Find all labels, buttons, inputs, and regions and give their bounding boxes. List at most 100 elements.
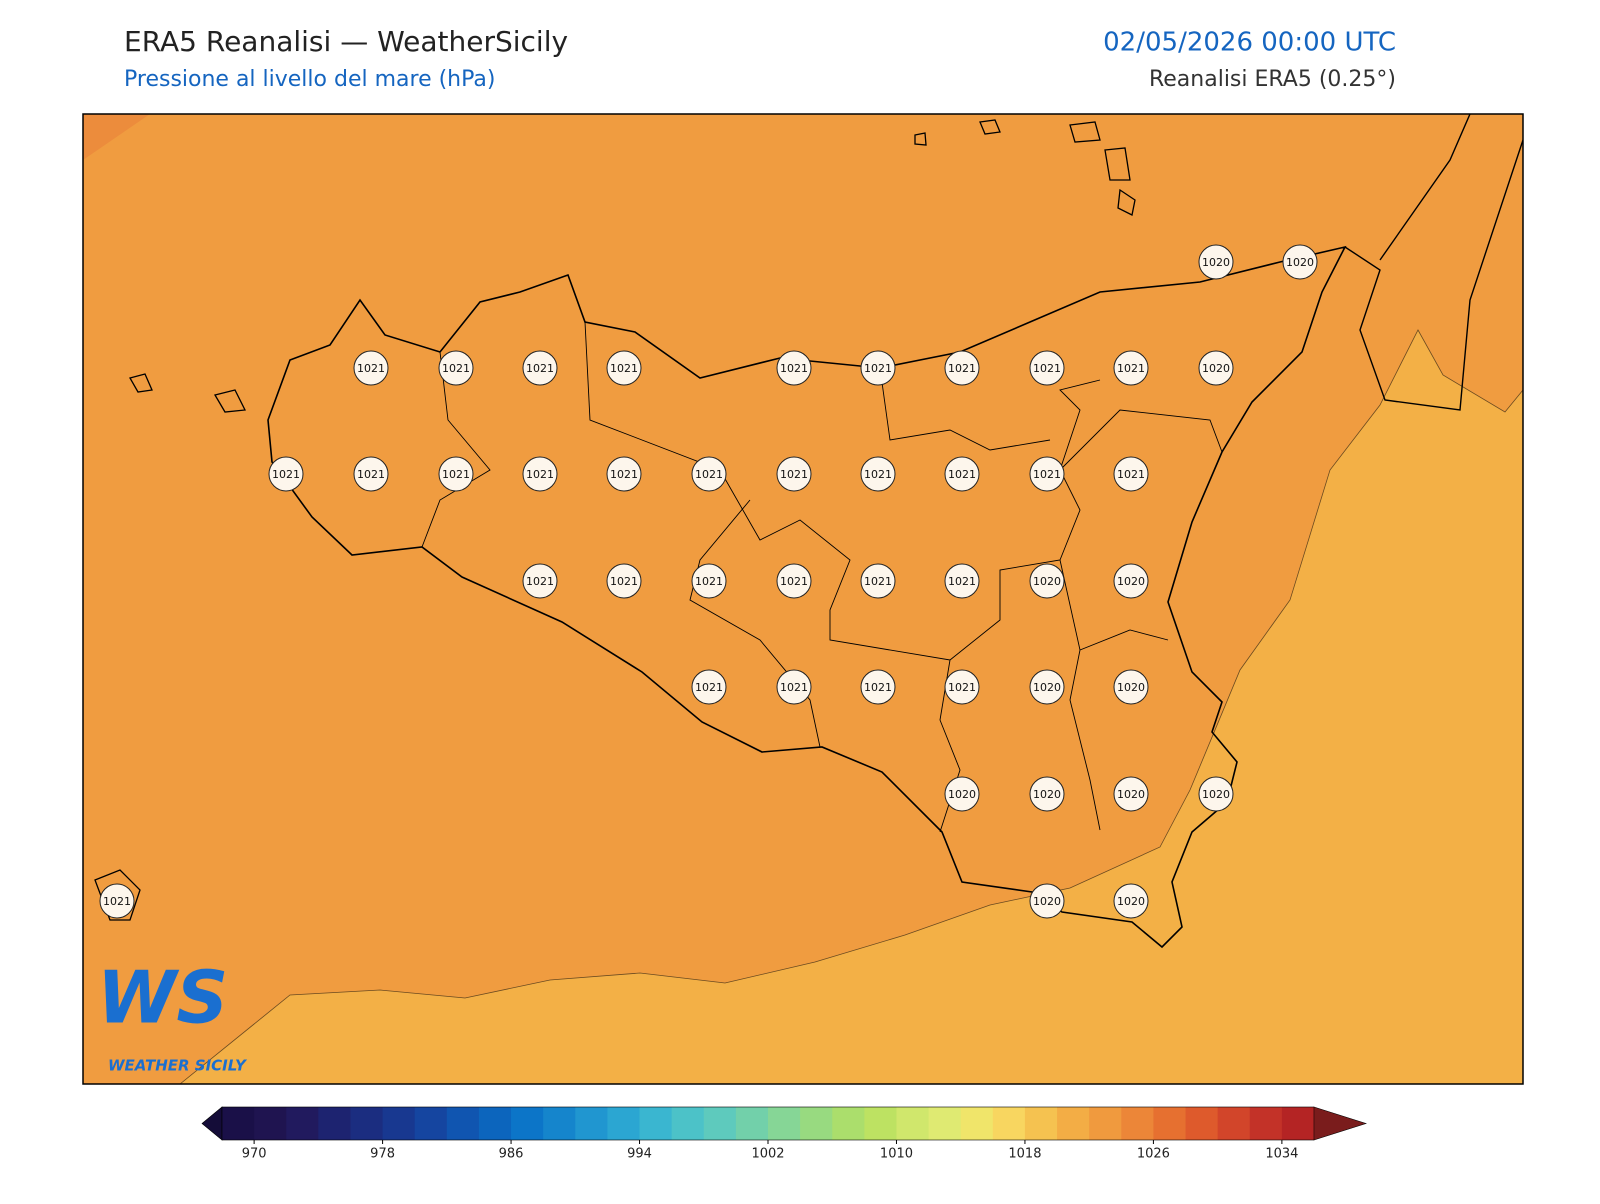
colorbar-band xyxy=(703,1107,737,1140)
pressure-label: 1021 xyxy=(864,468,892,481)
colorbar-band xyxy=(1249,1107,1283,1140)
pressure-label: 1020 xyxy=(1033,895,1061,908)
colorbar-band xyxy=(928,1107,962,1140)
label-badge xyxy=(944,776,980,812)
extend-low xyxy=(201,1106,223,1141)
colorbar-band xyxy=(1057,1107,1090,1140)
pressure-label: 1021 xyxy=(610,468,638,481)
label-badge xyxy=(1113,350,1149,386)
label-badge xyxy=(1113,669,1149,705)
source: Reanalisi ERA5 (0.25°) xyxy=(1149,67,1396,92)
pressure-label: 1020 xyxy=(1202,788,1230,801)
pressure-label: 1021 xyxy=(1033,468,1061,481)
pressure-label: 1021 xyxy=(103,895,131,908)
pressure-label: 1021 xyxy=(948,575,976,588)
pressure-label: 1021 xyxy=(864,681,892,694)
colorbar-band xyxy=(414,1107,448,1140)
pressure-label: 1020 xyxy=(1117,575,1145,588)
pressure-label: 1021 xyxy=(864,575,892,588)
pressure-label: 1021 xyxy=(695,468,723,481)
colorbar: 970 978 986 994 1002 1010 1018 1026 1034 xyxy=(201,1106,1367,1162)
colorbar-band xyxy=(832,1107,865,1140)
label-badge xyxy=(1113,456,1149,492)
pressure-label: 1021 xyxy=(948,681,976,694)
pressure-label: 1021 xyxy=(610,362,638,375)
colorbar-band xyxy=(768,1107,801,1140)
label-badge xyxy=(944,350,980,386)
pressure-label: 1021 xyxy=(442,468,470,481)
label-badge xyxy=(860,563,896,599)
label-badge xyxy=(1029,669,1065,705)
label-badge xyxy=(522,563,558,599)
island xyxy=(94,119,1136,921)
pressure-label: 1021 xyxy=(610,575,638,588)
label-badge xyxy=(860,669,896,705)
subtitle: Pressione al livello del mare (hPa) xyxy=(124,67,495,92)
label-badge xyxy=(691,563,727,599)
label-badge xyxy=(438,350,474,386)
province-border xyxy=(421,321,1223,833)
map-area: 1020 1020 1021 1021 1021 1021 1021 1021 1021 1021… xyxy=(83,114,1523,1084)
label-badge xyxy=(353,350,389,386)
label-badge xyxy=(860,350,896,386)
pressure-label: 1020 xyxy=(1202,362,1230,375)
colorbar-tick-label: 994 xyxy=(627,1147,652,1162)
label-badge xyxy=(691,456,727,492)
label-badge xyxy=(353,456,389,492)
label-badge xyxy=(691,669,727,705)
label-badge xyxy=(1282,244,1318,280)
date: 02/05/2026 00:00 UTC xyxy=(1103,28,1396,58)
pressure-label: 1021 xyxy=(272,468,300,481)
label-badge xyxy=(606,350,642,386)
colorbar-band xyxy=(896,1107,930,1140)
label-badge xyxy=(1029,883,1065,919)
colorbar-band xyxy=(1153,1107,1187,1140)
colorbar-band xyxy=(318,1107,351,1140)
colorbar-band xyxy=(446,1107,480,1140)
colorbar-band xyxy=(254,1107,287,1140)
pressure-label: 1021 xyxy=(780,575,808,588)
logo-name: WEATHER SICILY xyxy=(108,1057,248,1075)
colorbar-tick-label: 1010 xyxy=(880,1147,913,1162)
pressure-label: 1021 xyxy=(357,468,385,481)
colorbar-band xyxy=(735,1107,769,1140)
label-badge xyxy=(860,456,896,492)
pressure-label: 1020 xyxy=(1033,681,1061,694)
pressure-label: 1021 xyxy=(442,362,470,375)
colorbar-tick-label: 1026 xyxy=(1137,1147,1170,1162)
label-badge xyxy=(776,350,812,386)
pressure-label: 1021 xyxy=(780,362,808,375)
pressure-label: 1021 xyxy=(695,681,723,694)
colorbar-tick-label: 970 xyxy=(242,1147,267,1162)
pressure-label: 1020 xyxy=(1033,788,1061,801)
coastline xyxy=(1344,114,1523,411)
colorbar-band xyxy=(992,1107,1026,1140)
pressure-label: 1021 xyxy=(780,468,808,481)
label-badge xyxy=(1198,244,1234,280)
colorbar-band xyxy=(960,1107,994,1140)
logo-mark: WS xyxy=(97,956,228,1040)
pressure-label: 1021 xyxy=(526,575,554,588)
label-badge xyxy=(1198,776,1234,812)
pressure-label: 1021 xyxy=(948,362,976,375)
label-badge xyxy=(268,456,304,492)
extend-high xyxy=(1313,1106,1367,1141)
colorbar-band xyxy=(286,1107,319,1140)
label-badge xyxy=(1113,563,1149,599)
pressure-label: 1021 xyxy=(357,362,385,375)
label-badge xyxy=(1113,883,1149,919)
colorbar-band xyxy=(639,1107,673,1140)
label-badge xyxy=(776,563,812,599)
colorbar-band xyxy=(1185,1107,1219,1140)
label-badge xyxy=(776,456,812,492)
label-badge xyxy=(606,456,642,492)
colorbar-band xyxy=(1024,1107,1058,1140)
coastline xyxy=(267,245,1347,949)
colorbar-band xyxy=(511,1107,544,1140)
pressure-label: 1020 xyxy=(1033,575,1061,588)
label-badge xyxy=(776,669,812,705)
label-badge xyxy=(1029,563,1065,599)
label-badge xyxy=(522,350,558,386)
pressure-label: 1020 xyxy=(1117,895,1145,908)
